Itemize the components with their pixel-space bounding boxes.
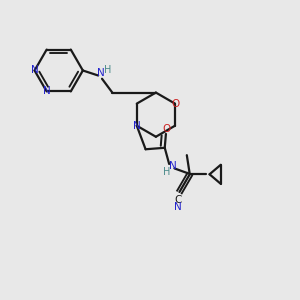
Text: N: N (31, 65, 38, 76)
Text: H: H (163, 167, 170, 177)
Text: N: N (43, 86, 50, 96)
Text: C: C (174, 195, 182, 205)
Text: O: O (171, 99, 179, 109)
Text: N: N (169, 161, 177, 171)
Text: N: N (97, 68, 104, 78)
Text: H: H (104, 65, 112, 75)
Text: N: N (174, 202, 182, 212)
Text: O: O (162, 124, 170, 134)
Text: N: N (133, 121, 141, 131)
